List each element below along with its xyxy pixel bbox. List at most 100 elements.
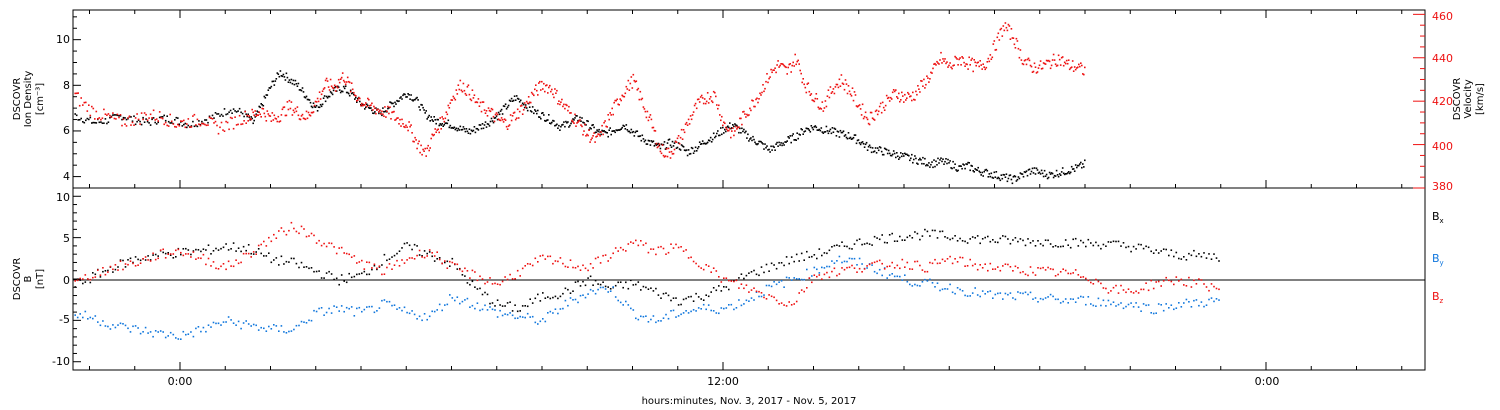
velocity-point — [410, 124, 412, 126]
density-point — [662, 143, 665, 146]
density-point — [682, 146, 685, 148]
density-point — [767, 149, 769, 151]
velocity-point — [746, 113, 748, 116]
density-point — [103, 122, 105, 124]
bz-point — [1127, 288, 1130, 290]
density-point — [426, 118, 428, 120]
by-point — [1004, 292, 1007, 295]
by-point — [1085, 303, 1087, 306]
bx-point — [217, 249, 220, 251]
density-point — [685, 149, 688, 151]
density-point — [269, 87, 272, 89]
velocity-point — [447, 104, 450, 107]
density-point — [718, 134, 720, 137]
density-point — [260, 103, 262, 105]
by-point — [1095, 305, 1097, 307]
velocity-point — [818, 108, 821, 110]
by-point — [129, 331, 132, 333]
velocity-point — [604, 120, 606, 122]
bz-point — [574, 267, 577, 269]
velocity-point — [558, 100, 560, 102]
by-point — [564, 299, 567, 302]
bz-point — [1135, 290, 1137, 293]
by-point — [838, 255, 841, 258]
bx-point — [200, 250, 202, 253]
density-point — [853, 134, 856, 136]
velocity-point — [903, 101, 905, 103]
density-point — [365, 106, 367, 109]
velocity-point — [378, 111, 380, 113]
density-point — [364, 108, 366, 110]
density-point — [494, 117, 497, 119]
top-left-axis-title: DSCOVR Ion Density [cm⁻³] — [12, 71, 46, 128]
bz-point — [637, 244, 640, 247]
density-point — [888, 152, 891, 155]
bx-point — [144, 259, 147, 261]
by-point — [398, 307, 401, 309]
density-point — [939, 159, 941, 161]
velocity-point — [692, 111, 695, 113]
velocity-point — [137, 118, 140, 121]
velocity-point — [986, 61, 989, 63]
velocity-point — [793, 65, 795, 67]
density-point — [944, 160, 946, 163]
by-point — [750, 297, 753, 299]
velocity-point — [496, 113, 499, 116]
density-point — [627, 130, 630, 133]
density-point — [1080, 161, 1082, 164]
velocity-point — [390, 118, 392, 120]
density-point — [509, 100, 512, 102]
density-point — [95, 122, 98, 124]
velocity-point — [816, 98, 819, 100]
by-point — [891, 273, 893, 275]
velocity-point — [682, 129, 685, 131]
velocity-point — [727, 130, 729, 132]
velocity-point — [458, 88, 461, 91]
density-point — [577, 119, 579, 122]
bx-point — [675, 297, 677, 299]
velocity-point — [534, 88, 536, 91]
velocity-point — [368, 98, 370, 101]
density-point — [536, 112, 538, 115]
bx-point — [1022, 239, 1024, 242]
density-point — [613, 130, 615, 132]
density-point — [502, 105, 505, 107]
density-point — [562, 123, 564, 126]
velocity-point — [815, 93, 818, 95]
velocity-point — [820, 108, 823, 110]
bx-point — [871, 244, 873, 246]
bx-point — [662, 292, 665, 295]
density-point — [828, 130, 831, 132]
velocity-point — [232, 127, 235, 130]
velocity-point — [211, 118, 214, 120]
bz-point — [735, 279, 738, 282]
density-point — [626, 129, 629, 131]
velocity-point — [406, 126, 408, 128]
bx-point — [496, 299, 499, 301]
density-point — [951, 167, 953, 170]
density-point — [258, 105, 260, 108]
bz-point — [929, 261, 931, 264]
velocity-point — [840, 74, 843, 76]
velocity-point — [223, 130, 226, 132]
density-point — [113, 114, 116, 116]
density-point — [133, 115, 135, 117]
velocity-point — [565, 103, 567, 106]
bz-point — [446, 267, 449, 269]
density-point — [467, 132, 470, 134]
velocity-point — [167, 125, 170, 127]
velocity-point — [536, 89, 538, 92]
density-point — [676, 146, 679, 149]
velocity-point — [345, 81, 348, 83]
bz-point — [303, 228, 305, 230]
density-point — [208, 115, 211, 118]
velocity-point — [822, 110, 825, 112]
top-panel-series — [74, 22, 1086, 185]
velocity-point — [914, 99, 916, 101]
by-point — [531, 315, 534, 318]
density-point — [901, 155, 903, 158]
density-point — [797, 137, 799, 140]
density-point — [671, 140, 674, 143]
density-point — [928, 162, 930, 164]
velocity-point — [805, 91, 808, 94]
